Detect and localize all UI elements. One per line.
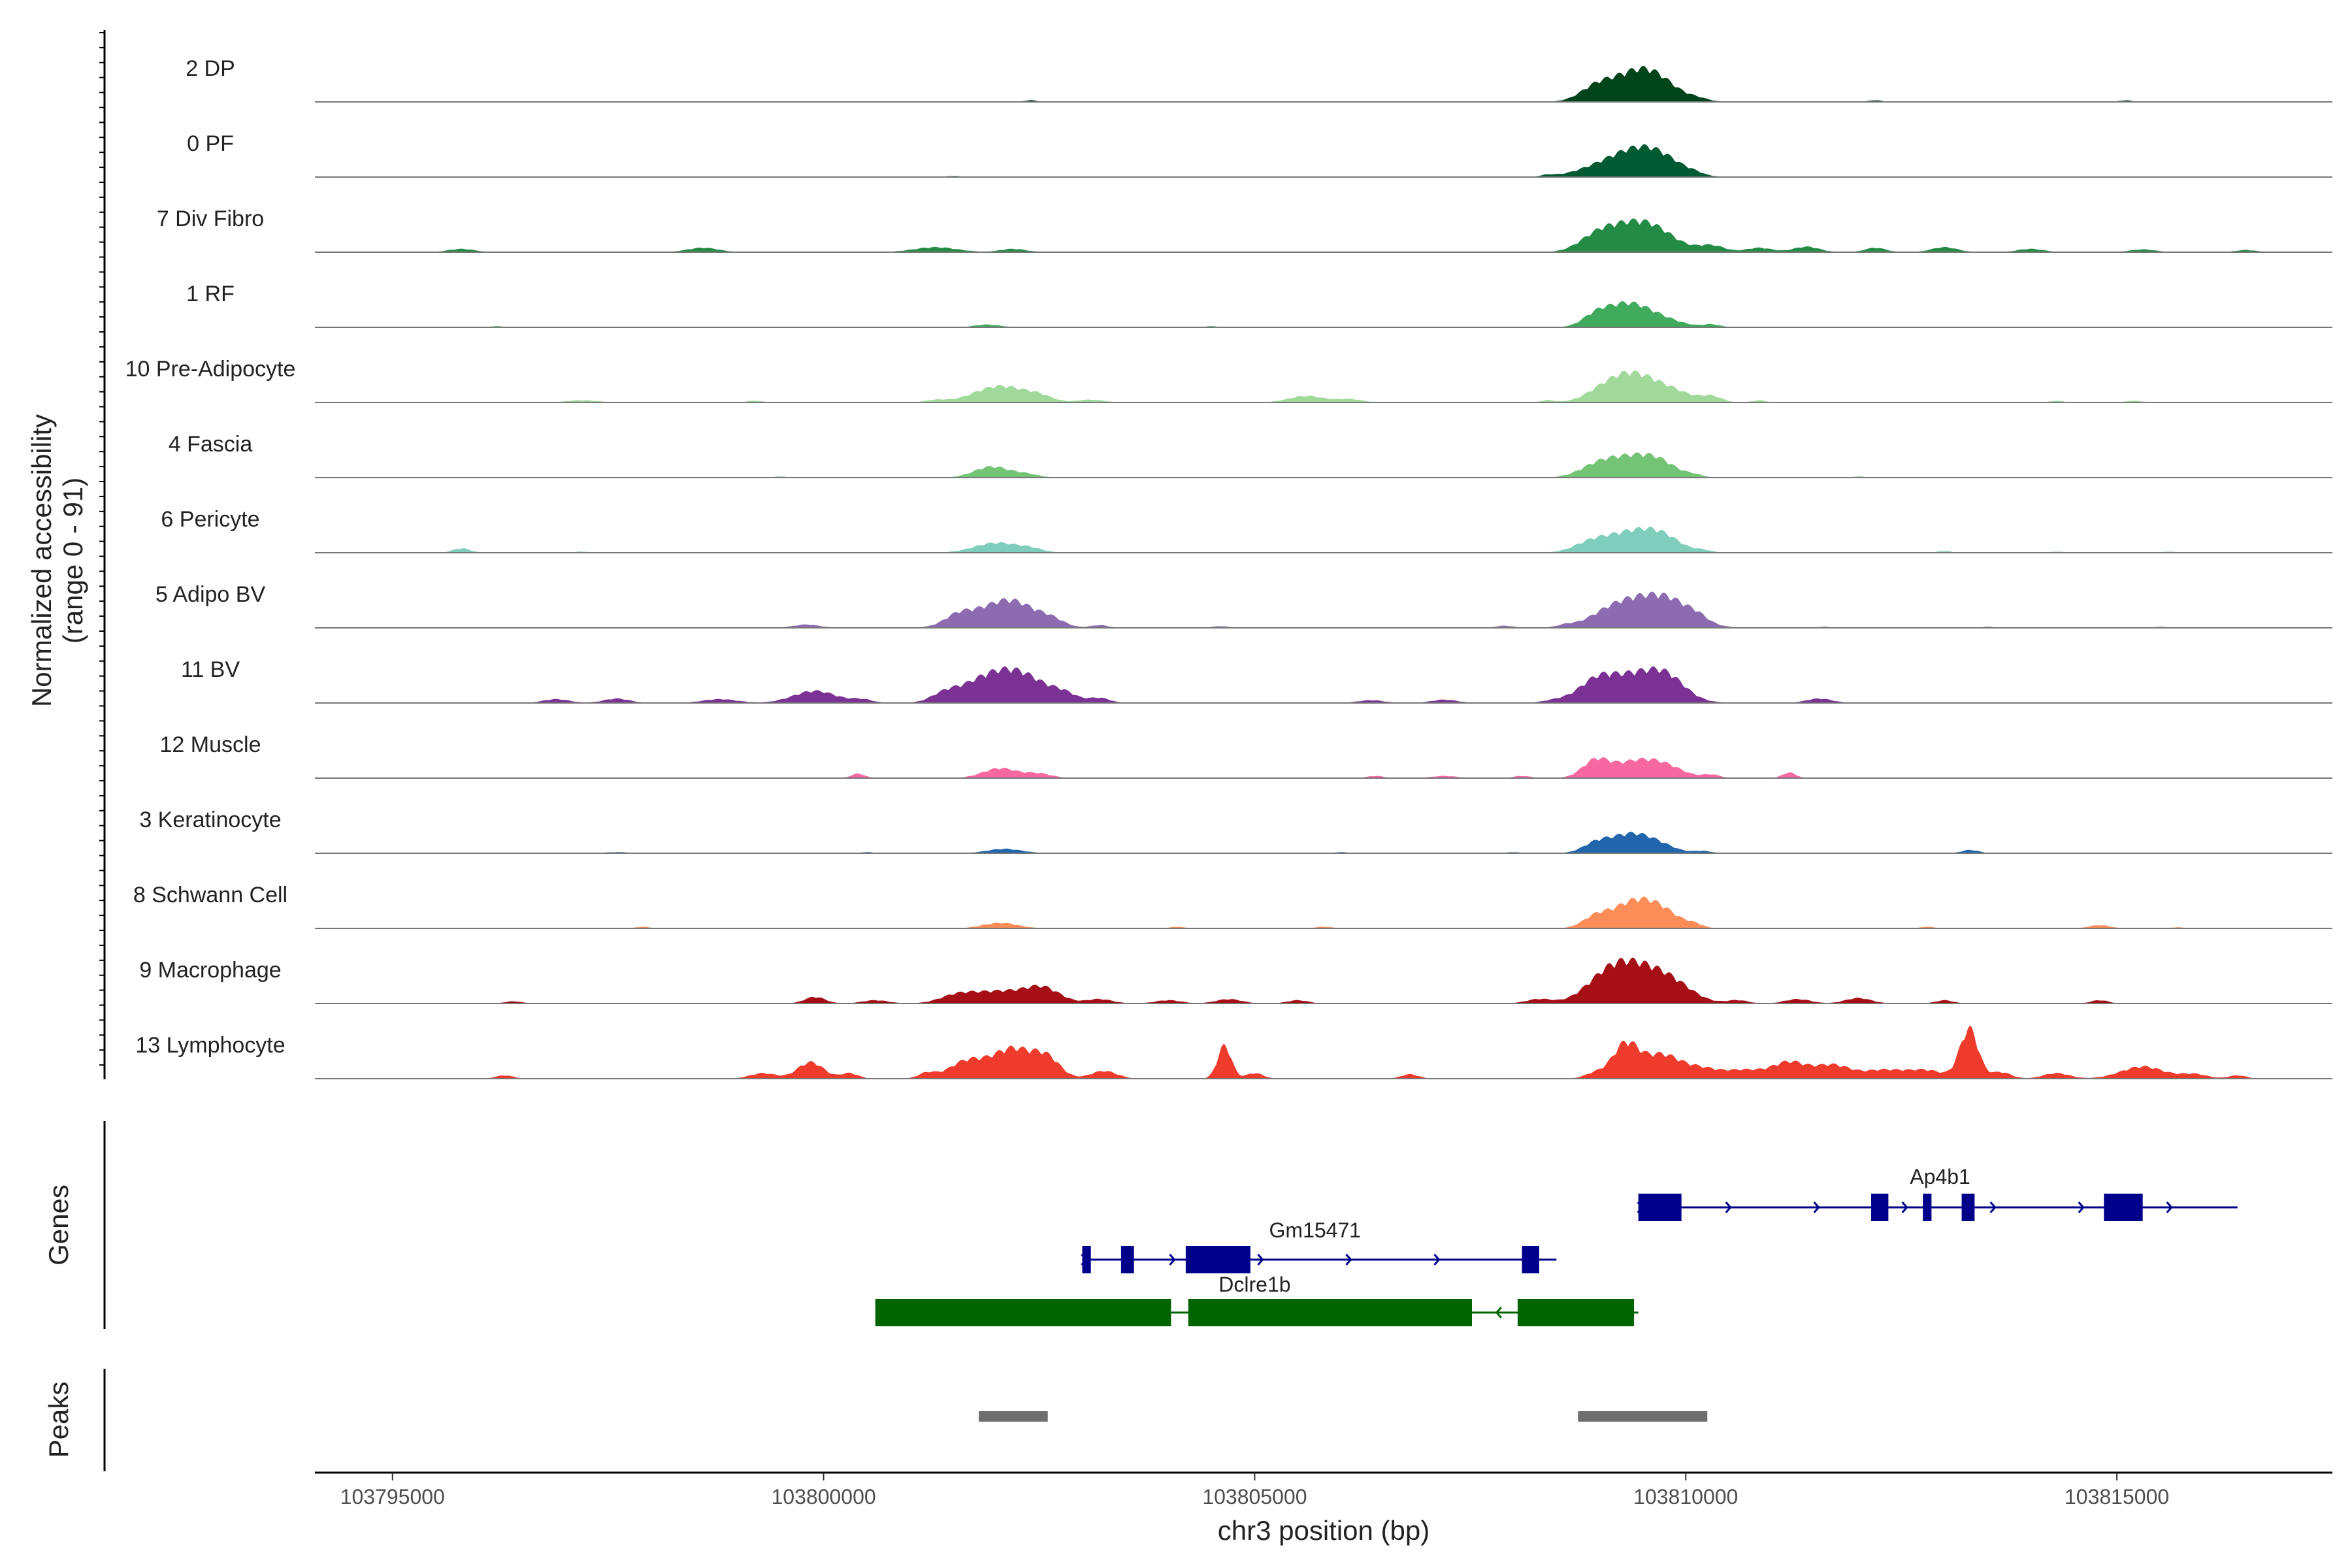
gene-dclre1b: Dclre1b <box>875 1273 1639 1326</box>
track-label-13-lymphocyte: 13 Lymphocyte <box>135 1033 285 1058</box>
coverage-area-10-pre-adipocyte <box>315 370 2332 402</box>
track-label-12-muscle: 12 Muscle <box>160 732 261 757</box>
track-label-4-fascia: 4 Fascia <box>169 432 253 457</box>
track-7-div-fibro: 7 Div Fibro <box>157 206 2332 253</box>
x-tick-label: 103800000 <box>772 1485 876 1509</box>
track-2-dp: 2 DP <box>186 56 2332 103</box>
track-label-0-pf: 0 PF <box>187 131 234 156</box>
x-tick-label: 103805000 <box>1202 1485 1307 1509</box>
coverage-area-1-rf <box>315 301 2332 327</box>
gene-label-dclre1b: Dclre1b <box>1218 1273 1290 1296</box>
gene-label-ap4b1: Ap4b1 <box>1910 1165 1970 1188</box>
track-9-macrophage: 9 Macrophage <box>139 957 2332 1004</box>
y-axis-ticks <box>99 32 105 1066</box>
track-label-6-pericyte: 6 Pericyte <box>161 507 259 532</box>
gene-exon <box>875 1299 1171 1326</box>
track-label-2-dp: 2 DP <box>186 56 235 81</box>
track-label-5-adipo-bv: 5 Adipo BV <box>155 582 266 607</box>
track-6-pericyte: 6 Pericyte <box>161 507 2332 553</box>
strand-arrow <box>1725 1201 1732 1213</box>
gene-exon <box>1082 1246 1091 1273</box>
track-label-10-pre-adipocyte: 10 Pre-Adipocyte <box>125 357 296 382</box>
gene-models: Ap4b1 Gm15471 Dclre1b <box>875 1165 2238 1326</box>
coverage-area-9-macrophage <box>315 957 2332 1004</box>
track-10-pre-adipocyte: 10 Pre-Adipocyte <box>125 357 2332 403</box>
strand-arrow <box>2166 1201 2173 1213</box>
x-tick-label: 103810000 <box>1633 1485 1738 1509</box>
y-axis-coverage: Normalized accessibility (range 0 - 91) <box>26 30 106 1079</box>
track-label-8-schwann-cell: 8 Schwann Cell <box>133 883 287 907</box>
strand-arrow <box>1813 1201 1820 1213</box>
gene-exon <box>2104 1194 2143 1221</box>
peaks-track-label: Peaks <box>43 1382 74 1458</box>
coverage-area-7-div-fibro <box>315 218 2332 252</box>
peak-region <box>1578 1411 1708 1422</box>
coverage-area-3-keratinocyte <box>315 832 2332 853</box>
x-axis-ticks: 103795000 103800000 103805000 103810000 1038… <box>340 1473 2169 1509</box>
track-label-9-macrophage: 9 Macrophage <box>139 958 281 983</box>
strand-arrow <box>1257 1254 1264 1266</box>
track-label-3-keratinocyte: 3 Keratinocyte <box>139 808 281 832</box>
track-1-rf: 1 RF <box>186 282 2332 328</box>
coverage-area-5-adipo-bv <box>315 591 2332 628</box>
track-5-adipo-bv: 5 Adipo BV <box>155 582 2332 629</box>
gene-exon <box>1517 1299 1635 1326</box>
coverage-area-8-schwann-cell <box>315 896 2332 928</box>
track-3-keratinocyte: 3 Keratinocyte <box>139 808 2332 854</box>
y-axis-title-line1: Normalized accessibility <box>26 414 57 707</box>
x-axis-title: chr3 position (bp) <box>1218 1515 1430 1546</box>
strand-arrow <box>1989 1201 1997 1213</box>
coverage-area-4-fascia <box>315 452 2332 478</box>
gene-exon <box>1522 1246 1539 1273</box>
strand-arrow <box>1433 1254 1441 1266</box>
strand-arrow <box>1901 1201 1908 1213</box>
x-axis: 103795000 103800000 103805000 103810000 1038… <box>315 1471 2332 1546</box>
gene-ap4b1: Ap4b1 <box>1637 1165 2238 1221</box>
track-label-7-div-fibro: 7 Div Fibro <box>157 206 264 231</box>
genes-panel: Genes Ap4b1 Gm15471 Dclre1b <box>43 1121 2238 1329</box>
coverage-tracks: 2 DP 0 PF 7 Div Fibro 1 RF 10 Pre-Adipocyte 4… <box>125 56 2332 1079</box>
strand-arrow <box>1345 1254 1352 1266</box>
gene-exon <box>1870 1194 1889 1221</box>
coverage-area-0-pf <box>315 144 2332 177</box>
gene-exon <box>1188 1299 1472 1326</box>
coverage-area-12-muscle <box>315 757 2332 778</box>
strand-arrow <box>1169 1254 1176 1266</box>
gene-exon <box>1923 1194 1932 1221</box>
coverage-area-13-lymphocyte <box>315 1026 2332 1079</box>
track-label-1-rf: 1 RF <box>186 282 235 306</box>
track-12-muscle: 12 Muscle <box>160 732 2332 779</box>
track-label-11-bv: 11 BV <box>181 657 240 682</box>
gene-exon <box>1961 1194 1975 1221</box>
coverage-area-6-pericyte <box>315 527 2332 553</box>
gene-gm15471: Gm15471 <box>1081 1218 1557 1273</box>
strand-arrow <box>2078 1201 2085 1213</box>
coverage-area-11-bv <box>315 666 2332 703</box>
strand-arrow <box>1495 1307 1502 1318</box>
track-4-fascia: 4 Fascia <box>169 432 2332 478</box>
gene-exon <box>1638 1194 1682 1221</box>
peaks-panel: Peaks <box>43 1369 1708 1471</box>
x-tick-label: 103815000 <box>2065 1485 2169 1509</box>
y-axis-title-line2: (range 0 - 91) <box>57 478 88 644</box>
peak-regions <box>979 1411 1708 1422</box>
gene-exon <box>1185 1246 1250 1273</box>
coverage-area-2-dp <box>315 65 2332 102</box>
peak-region <box>979 1411 1048 1422</box>
track-13-lymphocyte: 13 Lymphocyte <box>135 1026 2332 1079</box>
track-0-pf: 0 PF <box>187 131 2332 178</box>
gene-label-gm15471: Gm15471 <box>1269 1218 1362 1242</box>
track-11-bv: 11 BV <box>181 657 2332 704</box>
genes-track-label: Genes <box>43 1184 74 1266</box>
gene-exon <box>1120 1246 1134 1273</box>
x-tick-label: 103795000 <box>340 1485 445 1509</box>
track-8-schwann-cell: 8 Schwann Cell <box>133 883 2332 929</box>
